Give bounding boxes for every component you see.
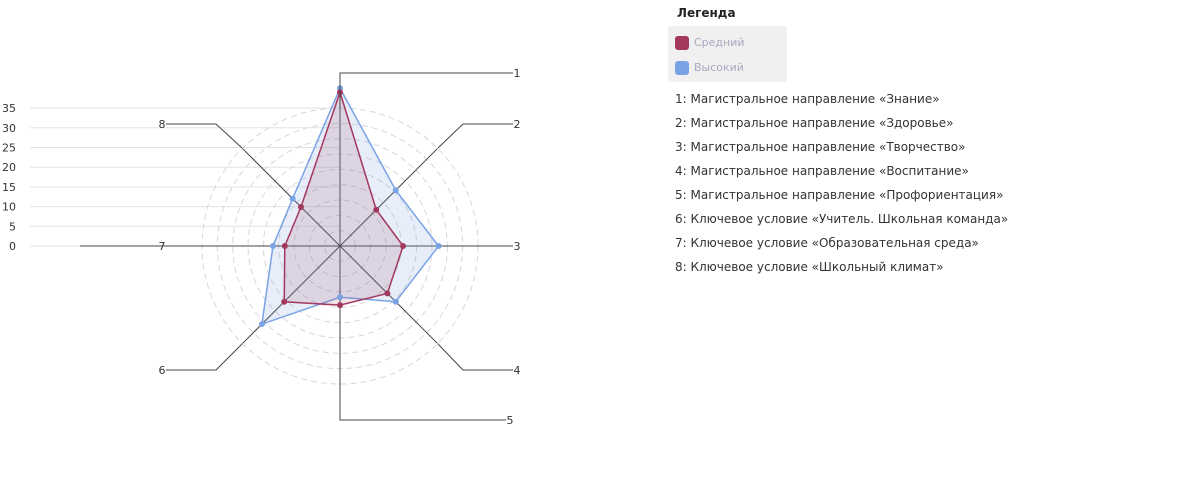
y-axis: 0 5 10 15 20 25 30 35 bbox=[2, 102, 340, 253]
axis-description-1: 1: Магистральное направление «Знание» bbox=[675, 92, 940, 106]
data-point-medium bbox=[337, 302, 343, 309]
data-point-high bbox=[392, 187, 399, 194]
y-tick-label: 10 bbox=[2, 201, 16, 214]
data-point-medium bbox=[373, 206, 380, 213]
data-point-high bbox=[435, 243, 442, 249]
axis-spoke bbox=[242, 245, 341, 344]
y-tick-label: 20 bbox=[2, 161, 16, 174]
data-point-high bbox=[392, 298, 399, 305]
data-point-high bbox=[258, 321, 265, 328]
axis-description-2: 2: Магистральное направление «Здоровье» bbox=[675, 116, 954, 130]
y-tick-label: 15 bbox=[2, 181, 16, 194]
legend-box: Средний Высокий bbox=[668, 26, 787, 82]
y-tick-label: 30 bbox=[2, 122, 16, 135]
axis-description-6: 6: Ключевое условие «Учитель. Школьная к… bbox=[675, 212, 1009, 226]
axis-label-2: 2 bbox=[514, 118, 521, 131]
axis-description-7: 7: Ключевое условие «Образовательная сре… bbox=[675, 236, 979, 250]
axis-spoke bbox=[339, 148, 438, 247]
y-tick-label: 0 bbox=[9, 240, 16, 253]
axis-label-3: 3 bbox=[514, 240, 521, 253]
axis-label-1: 1 bbox=[514, 67, 521, 80]
axis-label-5: 5 bbox=[507, 414, 514, 427]
data-point-medium bbox=[400, 243, 407, 249]
axis-label-8: 8 bbox=[159, 118, 166, 131]
legend-label-high: Высокий bbox=[694, 61, 744, 74]
data-point-high bbox=[269, 243, 276, 249]
legend-panel: Легенда Средний Высокий 1: Магистральное… bbox=[668, 4, 1201, 279]
axis-description-4: 4: Магистральное направление «Воспитание… bbox=[675, 164, 969, 178]
data-point-medium bbox=[281, 243, 288, 249]
legend-swatch-medium bbox=[675, 35, 689, 50]
axis-description-5: 5: Магистральное направление «Профориент… bbox=[675, 188, 1004, 202]
axis-label-7: 7 bbox=[159, 240, 166, 253]
axis-leader-line bbox=[437, 343, 513, 371]
axis-leader-line bbox=[166, 123, 243, 149]
data-point-high bbox=[289, 195, 296, 202]
axis-labels: 1 2 3 4 5 6 7 8 bbox=[80, 67, 521, 427]
radar-chart: 0 5 10 15 20 25 30 35 1 2 3 4 5 6 7 8 bbox=[2, 67, 521, 427]
axis-label-4: 4 bbox=[514, 364, 521, 377]
axis-label-6: 6 bbox=[159, 364, 166, 377]
legend-item-high[interactable]: Высокий bbox=[668, 55, 787, 80]
data-point-medium bbox=[297, 203, 304, 210]
axis-leader-line bbox=[339, 384, 506, 421]
axis-leader-line bbox=[437, 123, 513, 149]
y-tick-label: 35 bbox=[2, 102, 16, 115]
y-tick-label: 5 bbox=[9, 220, 16, 233]
legend-swatch-high bbox=[675, 60, 689, 75]
y-tick-label: 25 bbox=[2, 142, 16, 155]
legend-title: Легенда bbox=[677, 6, 736, 20]
series-layer bbox=[258, 85, 442, 328]
axis-leader-line bbox=[339, 72, 513, 108]
legend-label-medium: Средний bbox=[694, 36, 745, 49]
data-point-high bbox=[337, 294, 343, 301]
axis-description-8: 8: Ключевое условие «Школьный климат» bbox=[675, 260, 944, 274]
axis-leader-line bbox=[166, 343, 243, 371]
axis-description-list: 1: Магистральное направление «Знание» 2:… bbox=[668, 87, 1201, 279]
data-point-medium bbox=[384, 290, 391, 297]
data-point-medium bbox=[281, 298, 288, 305]
legend-item-medium[interactable]: Средний bbox=[668, 30, 787, 55]
axis-description-3: 3: Магистральное направление «Творчество… bbox=[675, 140, 966, 154]
